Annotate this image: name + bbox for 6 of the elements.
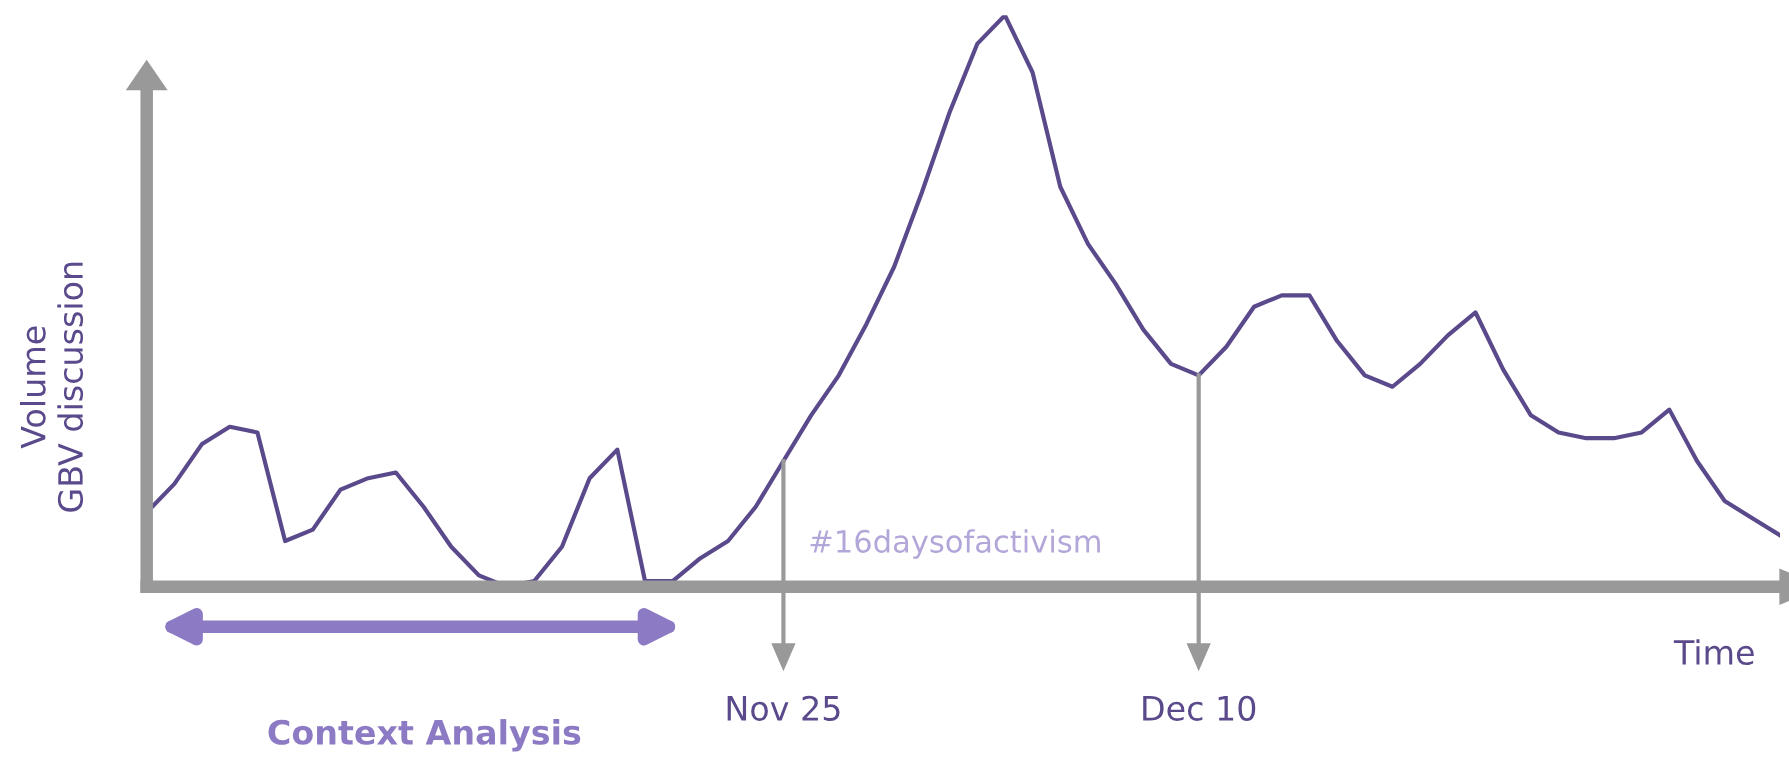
annotation: #16daysofactivism [810, 529, 1100, 559]
x-axis-title: Time [1673, 639, 1754, 665]
x-tick-label: Nov 25 [727, 695, 840, 721]
text: Context Analysis [268, 719, 581, 752]
y-axis-title: Volume GBV discussion [19, 262, 84, 512]
x-tick-label: Dec 10 [1143, 695, 1256, 721]
